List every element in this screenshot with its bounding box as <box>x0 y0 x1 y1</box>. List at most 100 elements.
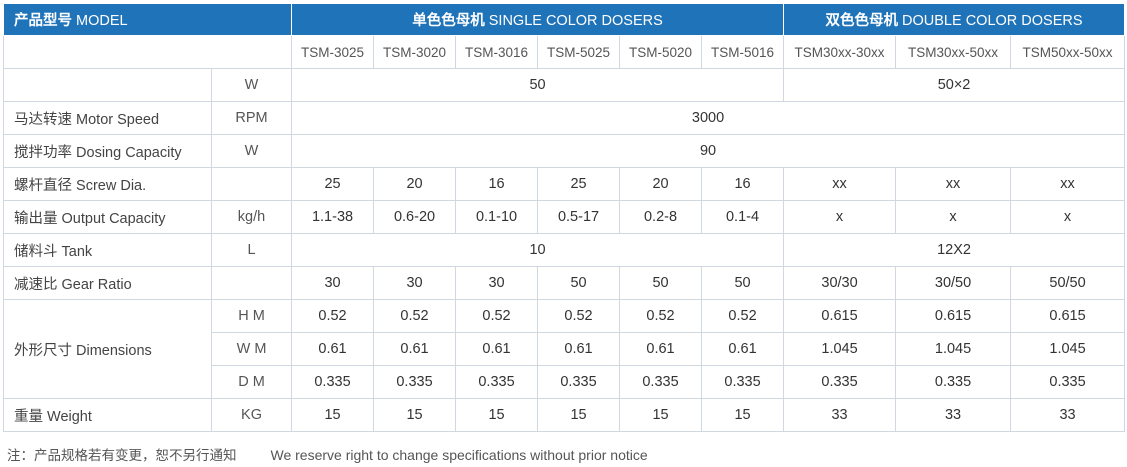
value-cell: 15 <box>701 398 785 432</box>
dimensions-w-row: W M 0.61 0.61 0.61 0.61 0.61 0.61 1.045 … <box>4 332 1126 366</box>
model-cell: TSM30xx-50xx <box>895 35 1012 69</box>
model-cell: TSM-5020 <box>619 35 703 69</box>
value-cell: 50 <box>619 266 703 300</box>
value-cell: 90 <box>291 134 1126 168</box>
power-row: W 50 50×2 <box>3 68 1126 102</box>
value-cell: 0.615 <box>783 299 897 333</box>
value-cell: 0.61 <box>701 332 785 366</box>
value-cell: 50×2 <box>783 68 1126 102</box>
dosing-capacity-row: 搅拌功率 Dosing Capacity W 90 <box>3 134 1126 168</box>
value-cell: 0.52 <box>537 299 621 333</box>
value-cell: 0.61 <box>619 332 703 366</box>
value-cell: 30/50 <box>895 266 1012 300</box>
row-unit: RPM <box>210 101 293 135</box>
model-cell: TSM30xx-30xx <box>783 35 897 69</box>
value-cell: 33 <box>783 398 897 432</box>
weight-row: 重量 Weight KG 15 15 15 15 15 15 33 33 33 <box>3 398 1126 432</box>
value-cell: 10 <box>291 233 785 267</box>
row-label: 外形尺寸 Dimensions <box>3 299 212 399</box>
value-cell: 0.61 <box>291 332 375 366</box>
dimensions-h-row: 外形尺寸 Dimensions H M 0.52 0.52 0.52 0.52 … <box>3 299 1126 399</box>
model-cell: TSM50xx-50xx <box>1010 35 1126 69</box>
dimensions-d-row: D M 0.335 0.335 0.335 0.335 0.335 0.335 … <box>4 365 1126 399</box>
output-capacity-row: 输出量 Output Capacity kg/h 1.1-38 0.6-20 0… <box>3 200 1126 234</box>
row-unit: W <box>210 68 293 102</box>
value-cell: 25 <box>291 167 375 201</box>
value-cell: 0.61 <box>373 332 457 366</box>
footnote-en: We reserve right to change specification… <box>270 447 648 463</box>
gear-ratio-row: 减速比 Gear Ratio 30 30 30 50 50 50 30/30 3… <box>3 266 1126 300</box>
value-cell: 33 <box>1010 398 1126 432</box>
single-color-header: 单色色母机 SINGLE COLOR DOSERS <box>291 3 785 36</box>
value-cell: 50/50 <box>1010 266 1126 300</box>
row-label: 储料斗 Tank <box>3 233 212 267</box>
model-header: 产品型号 MODEL <box>2 3 293 36</box>
value-cell: 15 <box>373 398 457 432</box>
value-cell: 20 <box>619 167 703 201</box>
value-cell: 0.2-8 <box>619 200 703 234</box>
value-cell: 0.335 <box>373 365 457 399</box>
value-cell: 50 <box>291 68 785 102</box>
row-unit <box>210 266 293 300</box>
row-label: 马达转速 Motor Speed <box>3 101 212 135</box>
value-cell: 1.045 <box>1010 332 1126 366</box>
value-cell: 0.6-20 <box>373 200 457 234</box>
value-cell: 16 <box>455 167 539 201</box>
value-cell: 1.045 <box>783 332 897 366</box>
tank-row: 储料斗 Tank L 10 12X2 <box>3 233 1126 267</box>
value-cell: 33 <box>895 398 1012 432</box>
value-cell: 0.52 <box>291 299 375 333</box>
value-cell: xx <box>895 167 1012 201</box>
value-cell: 0.335 <box>701 365 785 399</box>
value-cell: 0.335 <box>291 365 375 399</box>
empty-cell <box>2 35 293 69</box>
value-cell: xx <box>1010 167 1126 201</box>
double-color-header: 双色色母机 DOUBLE COLOR DOSERS <box>783 3 1126 36</box>
row-label: 输出量 Output Capacity <box>3 200 212 234</box>
value-cell: 50 <box>537 266 621 300</box>
value-cell: 1.1-38 <box>291 200 375 234</box>
value-cell: 30 <box>291 266 375 300</box>
value-cell: 15 <box>455 398 539 432</box>
value-cell: 1.045 <box>895 332 1012 366</box>
value-cell: 16 <box>701 167 785 201</box>
value-cell: 15 <box>291 398 375 432</box>
value-cell: 30 <box>373 266 457 300</box>
value-cell: 0.61 <box>455 332 539 366</box>
row-label <box>3 68 212 102</box>
value-cell: 0.615 <box>895 299 1012 333</box>
value-cell: 25 <box>537 167 621 201</box>
row-unit: W <box>210 134 293 168</box>
screw-dia-row: 螺杆直径 Screw Dia. 25 20 16 25 20 16 xx xx … <box>3 167 1126 201</box>
value-cell: 0.52 <box>701 299 785 333</box>
value-cell: 0.615 <box>1010 299 1126 333</box>
value-cell: 30 <box>455 266 539 300</box>
value-cell: 12X2 <box>783 233 1126 267</box>
footnote-cn: 注：产品规格若有变更，恕不另行通知 <box>7 448 237 463</box>
value-cell: 0.335 <box>619 365 703 399</box>
model-cell: TSM-5025 <box>537 35 621 69</box>
row-label: 搅拌功率 Dosing Capacity <box>3 134 212 168</box>
value-cell: x <box>783 200 897 234</box>
value-cell: 3000 <box>291 101 1126 135</box>
value-cell: xx <box>783 167 897 201</box>
spec-table: 产品型号 MODEL 单色色母机 SINGLE COLOR DOSERS 双色色母机… <box>2 3 1126 432</box>
row-unit: D M <box>210 365 293 399</box>
value-cell: 20 <box>373 167 457 201</box>
value-cell: 30/30 <box>783 266 897 300</box>
row-unit: KG <box>210 398 293 432</box>
row-unit: H M <box>210 299 293 333</box>
row-label: 减速比 Gear Ratio <box>3 266 212 300</box>
model-row: TSM-3025 TSM-3020 TSM-3016 TSM-5025 TSM-… <box>2 35 1126 69</box>
value-cell: 0.52 <box>373 299 457 333</box>
value-cell: 0.335 <box>1010 365 1126 399</box>
row-unit: kg/h <box>210 200 293 234</box>
value-cell: 0.61 <box>537 332 621 366</box>
value-cell: 15 <box>537 398 621 432</box>
model-cell: TSM-3020 <box>373 35 457 69</box>
value-cell: 0.1-4 <box>701 200 785 234</box>
value-cell: 0.335 <box>537 365 621 399</box>
value-cell: 50 <box>701 266 785 300</box>
value-cell: 0.1-10 <box>455 200 539 234</box>
